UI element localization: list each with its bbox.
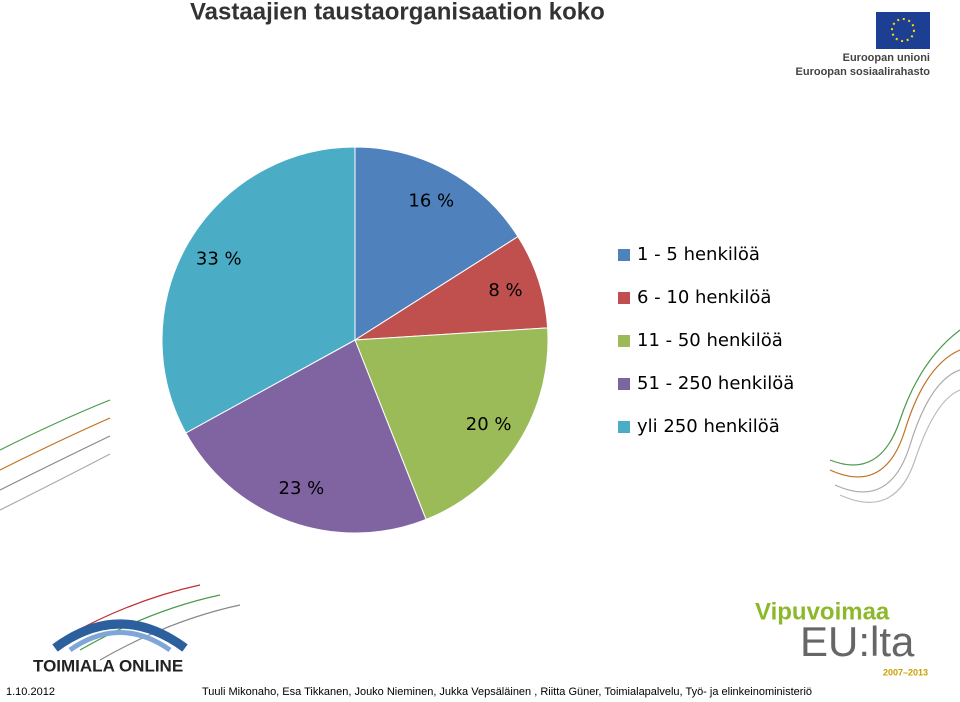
footer-date: 1.10.2012: [6, 686, 55, 698]
eu-text: Euroopan unioni: [843, 52, 930, 64]
pie-slice: [354, 146, 519, 341]
toimiala-arc: [52, 619, 188, 652]
data-label: 8 %: [488, 280, 522, 301]
vipu-logo: Vipuvoimaa: [755, 598, 890, 625]
legend-swatch: [618, 378, 630, 390]
decor-lines: [0, 329, 960, 661]
legend-swatch: [618, 335, 630, 347]
footer-authors: Tuuli Mikonaho, Esa Tikkanen, Jouko Niem…: [202, 686, 812, 698]
legend-label: yli 250 henkilöä: [637, 416, 780, 437]
data-label: 33 %: [196, 248, 242, 269]
eu-stars: [891, 18, 915, 42]
pie-slice: [354, 327, 549, 521]
legend-label: 11 - 50 henkilöä: [637, 330, 783, 351]
pie-slice: [185, 339, 427, 534]
eu-logo: EU:lta: [800, 618, 915, 665]
legend-label: 51 - 250 henkilöä: [637, 373, 794, 394]
legend-swatch: [618, 249, 630, 261]
legend-swatch: [618, 421, 630, 433]
legend-label: 1 - 5 henkilöä: [637, 244, 760, 265]
pie-slice: [161, 146, 356, 434]
years: 2007–2013: [883, 667, 928, 677]
data-label: 23 %: [279, 478, 325, 499]
legend-label: 6 - 10 henkilöä: [637, 287, 771, 308]
legend-swatch: [618, 292, 630, 304]
eu-text: Euroopan sosiaalirahasto: [796, 66, 931, 78]
eu-flag: [876, 12, 930, 49]
data-label: 16 %: [408, 190, 454, 211]
data-label: 20 %: [466, 414, 512, 435]
toimiala-logo: TOIMIALA ONLINE: [33, 656, 183, 675]
pie-slice: [354, 235, 549, 341]
toimiala-arc: [68, 630, 172, 653]
chart-title: Vastaajien taustaorganisaation koko: [190, 0, 605, 25]
